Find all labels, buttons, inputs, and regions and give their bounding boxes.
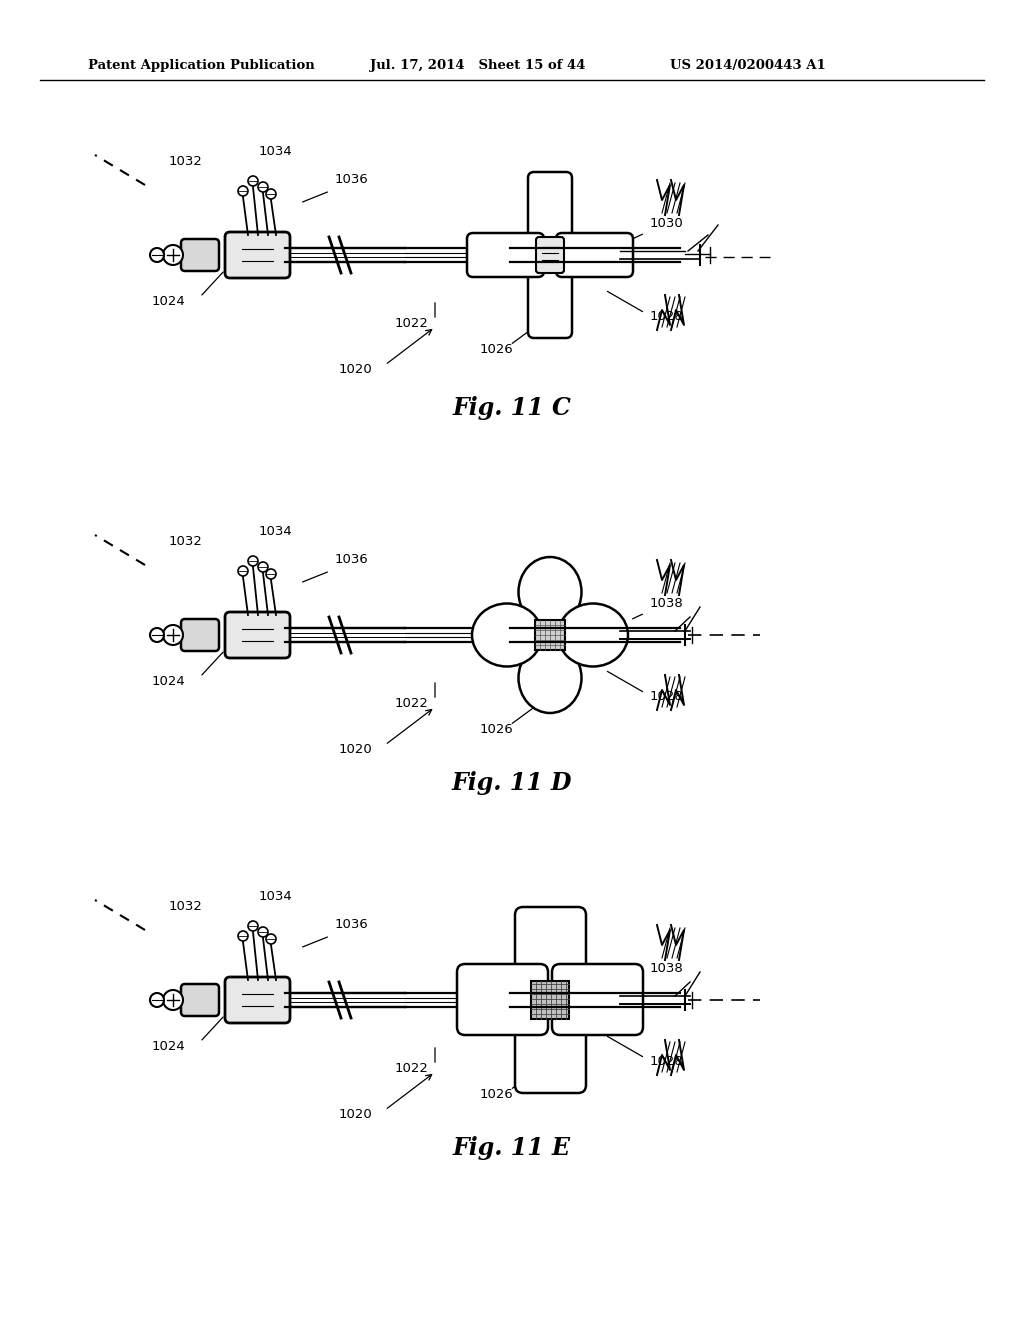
Text: 1032: 1032 [168, 154, 202, 168]
FancyBboxPatch shape [225, 977, 290, 1023]
FancyBboxPatch shape [467, 234, 544, 277]
Text: 1032: 1032 [168, 900, 202, 913]
Text: 1024: 1024 [152, 1040, 185, 1053]
FancyBboxPatch shape [556, 234, 633, 277]
Ellipse shape [518, 643, 582, 713]
Text: 1022: 1022 [395, 317, 429, 330]
FancyBboxPatch shape [181, 239, 219, 271]
Text: 1034: 1034 [258, 525, 292, 539]
Text: 1036: 1036 [335, 173, 369, 186]
Circle shape [248, 921, 258, 931]
Text: 1034: 1034 [258, 890, 292, 903]
Circle shape [238, 186, 248, 195]
Text: 1038: 1038 [650, 962, 684, 975]
Ellipse shape [558, 603, 628, 667]
Circle shape [150, 248, 164, 261]
Circle shape [258, 927, 268, 937]
Circle shape [266, 935, 276, 944]
Text: Fig. 11 C: Fig. 11 C [453, 396, 571, 420]
Text: Patent Application Publication: Patent Application Publication [88, 58, 314, 71]
FancyBboxPatch shape [225, 612, 290, 657]
Bar [535, 620, 565, 649]
FancyBboxPatch shape [225, 232, 290, 279]
Circle shape [150, 993, 164, 1007]
Text: 1020: 1020 [338, 743, 372, 756]
Text: 1036: 1036 [335, 553, 369, 566]
Circle shape [266, 189, 276, 199]
FancyBboxPatch shape [552, 964, 643, 1035]
FancyBboxPatch shape [515, 907, 586, 998]
Circle shape [258, 182, 268, 191]
FancyBboxPatch shape [181, 619, 219, 651]
Text: 1026: 1026 [480, 723, 514, 737]
FancyBboxPatch shape [528, 172, 572, 249]
Text: Jul. 17, 2014   Sheet 15 of 44: Jul. 17, 2014 Sheet 15 of 44 [370, 58, 586, 71]
Text: 1034: 1034 [258, 145, 292, 158]
Text: 1026: 1026 [480, 1088, 514, 1101]
Text: 1022: 1022 [395, 1063, 429, 1074]
Circle shape [238, 931, 248, 941]
Circle shape [266, 569, 276, 579]
Text: 1038: 1038 [650, 597, 684, 610]
Text: 1028: 1028 [650, 690, 684, 704]
Text: US 2014/0200443 A1: US 2014/0200443 A1 [670, 58, 825, 71]
Text: 1036: 1036 [335, 917, 369, 931]
Circle shape [163, 246, 183, 265]
Text: Fig. 11 D: Fig. 11 D [452, 771, 572, 795]
Text: 1028: 1028 [650, 310, 684, 323]
Text: 1032: 1032 [168, 535, 202, 548]
Text: Fig. 11 E: Fig. 11 E [453, 1137, 571, 1160]
FancyBboxPatch shape [457, 964, 548, 1035]
FancyBboxPatch shape [181, 983, 219, 1016]
Ellipse shape [518, 557, 582, 627]
Circle shape [248, 176, 258, 186]
Circle shape [163, 624, 183, 645]
Circle shape [150, 628, 164, 642]
Text: 1020: 1020 [338, 1107, 372, 1121]
Ellipse shape [472, 603, 542, 667]
Circle shape [258, 562, 268, 572]
Circle shape [248, 556, 258, 566]
Text: 1024: 1024 [152, 294, 185, 308]
Bar [531, 981, 569, 1019]
Text: 1022: 1022 [395, 697, 429, 710]
Circle shape [238, 566, 248, 576]
Text: 1028: 1028 [650, 1055, 684, 1068]
Circle shape [163, 990, 183, 1010]
FancyBboxPatch shape [528, 261, 572, 338]
FancyBboxPatch shape [536, 238, 564, 273]
Text: 1026: 1026 [480, 343, 514, 356]
Text: 1030: 1030 [650, 216, 684, 230]
Text: 1020: 1020 [338, 363, 372, 376]
FancyBboxPatch shape [515, 1002, 586, 1093]
Text: 1024: 1024 [152, 675, 185, 688]
